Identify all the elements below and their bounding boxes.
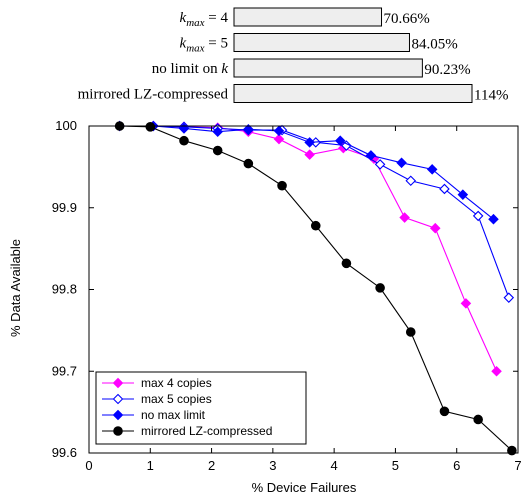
series [114, 120, 502, 377]
legend-marker [112, 409, 124, 421]
summary-value-label: 114% [474, 88, 508, 104]
y-tick-label: 99.8 [52, 282, 77, 297]
legend-label: no max limit [141, 408, 206, 422]
data-point [334, 135, 346, 146]
series [114, 121, 517, 456]
series-line [119, 125, 494, 220]
data-point [396, 157, 407, 169]
data-point [273, 125, 285, 137]
legend-label: max 4 copies [141, 376, 212, 390]
data-point [277, 180, 287, 191]
x-tick-label: 4 [331, 458, 338, 473]
summary-value-label: 84.05% [411, 37, 457, 53]
legend-label: max 5 copies [141, 392, 212, 406]
data-point [507, 445, 517, 456]
data-point [399, 212, 410, 223]
data-point [488, 213, 499, 225]
data-point [503, 292, 515, 303]
summary-row-label: mirrored LZ-compressed [78, 87, 229, 103]
y-tick-label: 99.6 [52, 445, 77, 460]
data-point [212, 126, 223, 138]
data-point [472, 210, 484, 222]
legend-box [95, 371, 307, 445]
data-point [243, 123, 254, 135]
y-tick-label: 99.7 [52, 363, 77, 378]
summary-row: kmax = 4 70.66% [180, 7, 430, 29]
summary-row-label: no limit on k [152, 61, 229, 77]
summary-value-label: 90.23% [424, 62, 470, 78]
x-tick-label: 5 [392, 458, 399, 473]
data-point [365, 150, 377, 161]
x-axis-label: % Device Failures [252, 480, 357, 495]
x-tick-label: 1 [147, 458, 154, 473]
data-point [473, 414, 483, 425]
summary-bar [233, 58, 423, 78]
summary-bar [233, 7, 383, 27]
summary-row: kmax = 5 84.05% [180, 33, 458, 55]
data-point [310, 220, 321, 231]
summary-row: mirrored LZ-compressed 114% [78, 84, 508, 104]
data-point [405, 175, 417, 187]
summary-bar [233, 84, 473, 103]
legend-item: no max limit [102, 408, 206, 422]
line-chart: 0 1 2 3 4 5 6 7 100 99.9 99.8 99.7 99.6 % Device Fai… [8, 118, 522, 495]
summary-bar [233, 33, 410, 52]
data-point [460, 298, 472, 309]
x-tick-label: 7 [514, 458, 521, 473]
data-point [374, 159, 386, 170]
data-point [405, 327, 416, 337]
data-point [243, 158, 254, 169]
summary-row-label: kmax = 5 [180, 36, 228, 55]
legend-label: mirrored LZ-compressed [141, 424, 272, 438]
summary-bar-chart: kmax = 4 70.66% kmax = 5 84.05% no limit on … [78, 7, 508, 104]
y-tick-label: 100 [55, 118, 77, 133]
legend: max 4 copies max 5 copies no max limit mirr… [95, 371, 307, 445]
data-point [439, 406, 450, 417]
data-point [341, 140, 352, 151]
series-line [119, 125, 510, 298]
data-point [212, 145, 223, 156]
legend-marker [113, 426, 123, 436]
y-axis-label: % Data Available [8, 239, 23, 337]
series [114, 120, 499, 225]
summary-row: no limit on k 90.23% [152, 58, 471, 78]
series [114, 120, 515, 303]
summary-row-label: kmax = 4 [180, 10, 229, 29]
data-point [457, 189, 469, 200]
data-point [375, 283, 385, 293]
data-point [304, 149, 315, 160]
x-tick-label: 2 [208, 458, 215, 473]
series-line [119, 125, 498, 372]
x-tick-label: 6 [453, 458, 460, 473]
data-point [179, 135, 189, 146]
data-point [341, 258, 352, 269]
data-point [304, 137, 315, 148]
legend-marker [112, 377, 124, 389]
legend-marker [112, 393, 124, 405]
data-point [273, 133, 285, 145]
summary-value-label: 70.66% [384, 11, 430, 27]
x-tick-label: 3 [269, 458, 276, 473]
x-tick-label: 0 [85, 458, 92, 473]
y-tick-label: 99.9 [52, 200, 77, 215]
data-point [439, 183, 450, 195]
legend-item: max 4 copies [102, 376, 212, 390]
legend-item: mirrored LZ-compressed [102, 424, 272, 438]
data-point [426, 164, 438, 175]
data-point [429, 222, 441, 234]
data-point [491, 365, 502, 377]
legend-item: max 5 copies [102, 392, 212, 406]
